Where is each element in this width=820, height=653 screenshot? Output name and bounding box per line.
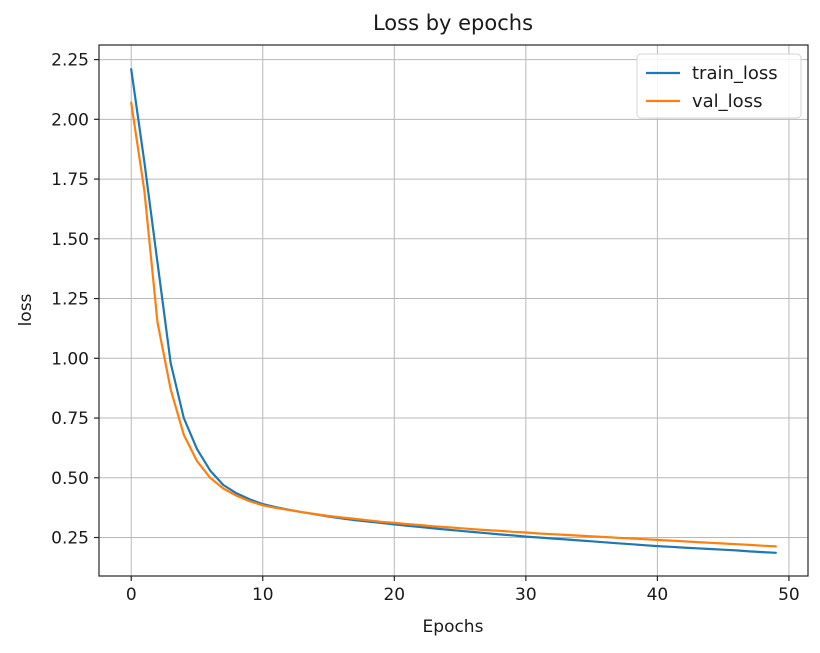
grid-layer	[99, 45, 808, 576]
x-axis-label: Epochs	[423, 617, 484, 637]
y-tick-label: 1.25	[51, 290, 89, 310]
y-tick-label: 0.75	[51, 409, 89, 429]
y-tick-label: 1.50	[51, 230, 89, 250]
val-loss-legend-label: val_loss	[692, 91, 762, 112]
y-tick-label: 1.75	[51, 170, 89, 190]
y-tick-label: 0.50	[51, 469, 89, 489]
series-layer	[130, 67, 777, 554]
chart-title: Loss by epochs	[373, 11, 533, 35]
legend: train_loss val_loss	[636, 53, 802, 119]
plot-border	[98, 44, 809, 577]
x-tick-label: 0	[126, 585, 137, 605]
x-tick-label: 10	[252, 585, 274, 605]
x-tick-label: 40	[647, 585, 669, 605]
train-loss-line	[130, 67, 777, 554]
y-tick-label: 1.00	[51, 349, 89, 369]
train-loss-legend-label: train_loss	[692, 63, 778, 84]
axes-layer: 0 10 20 30 40 50 0.25 0.50 0.75 1.00 1.25 1.50 1.75 2…	[51, 44, 809, 605]
y-tick-label: 0.25	[51, 529, 89, 549]
x-tick-label: 30	[515, 585, 537, 605]
y-tick-label: 2.00	[51, 110, 89, 130]
x-tick-label: 50	[778, 585, 800, 605]
y-axis-label: loss	[16, 293, 36, 326]
x-tick-label: 20	[383, 585, 405, 605]
val-loss-line	[130, 101, 777, 548]
y-tick-label: 2.25	[51, 51, 89, 71]
